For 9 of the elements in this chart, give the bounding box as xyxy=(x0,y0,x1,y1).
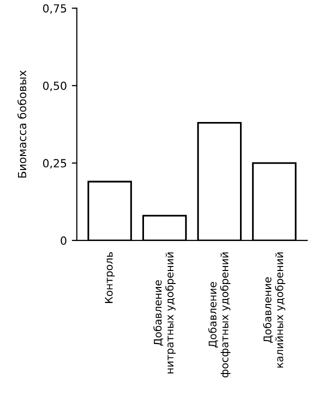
y-tick-label: 0 xyxy=(60,236,66,245)
x-tick-label: Контроль xyxy=(104,252,115,303)
y-tick-label: 0,25 xyxy=(43,159,66,169)
x-tick-label: Добавление фосфатных удобрений xyxy=(208,252,230,378)
y-axis-title: Биомасса бобовых xyxy=(18,70,26,178)
y-tick-label: 0,50 xyxy=(43,82,66,92)
x-tick-label: Добавление калийных удобрений xyxy=(263,252,286,368)
x-tick-label: Добавление нитратных удобрений xyxy=(153,252,176,374)
y-tick-label: 0,75 xyxy=(43,4,66,14)
